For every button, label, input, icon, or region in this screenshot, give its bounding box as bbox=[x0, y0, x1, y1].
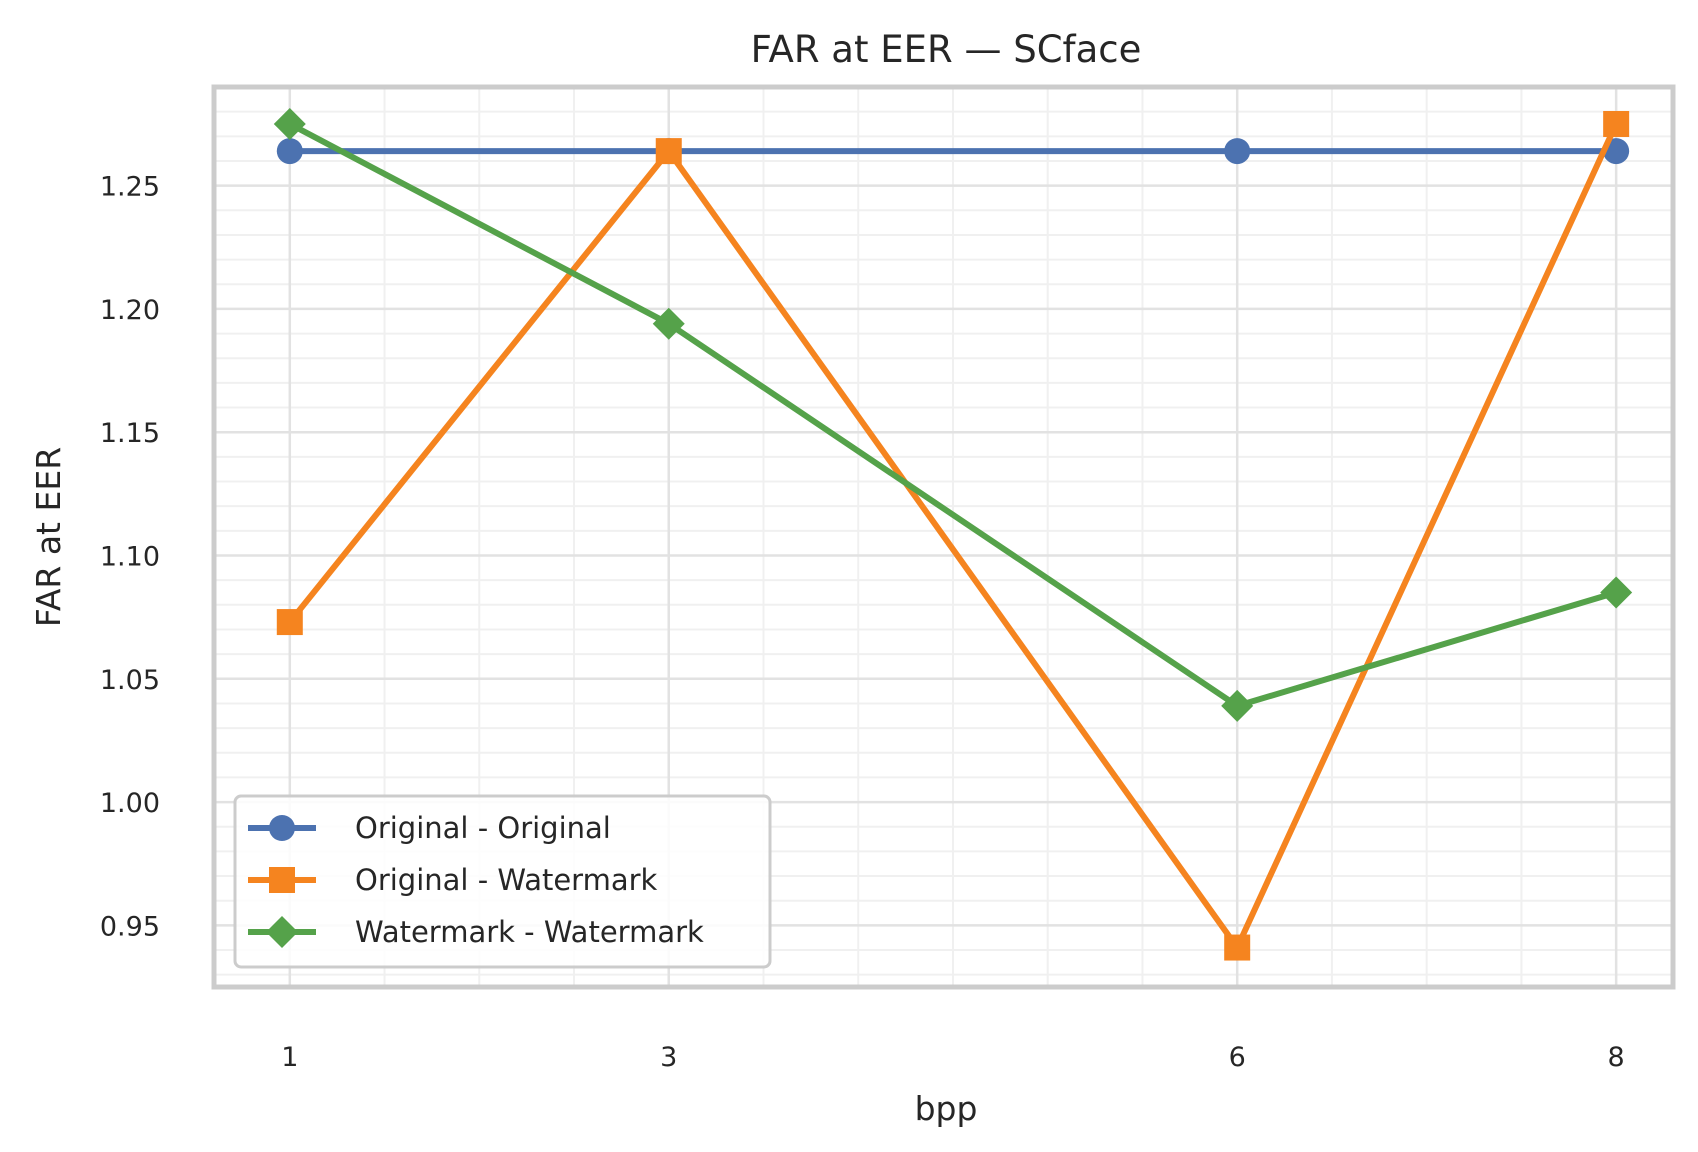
data-point bbox=[655, 138, 682, 165]
series-line bbox=[286, 120, 1620, 951]
x-tick-label: 3 bbox=[660, 1042, 677, 1073]
series-line bbox=[286, 120, 1620, 709]
plot-frame bbox=[211, 84, 1676, 990]
y-tick-label: 1.05 bbox=[100, 665, 160, 696]
series-layer bbox=[273, 107, 1633, 961]
x-tick-label: 8 bbox=[1608, 1042, 1625, 1073]
legend-marker bbox=[269, 867, 295, 893]
legend-entry: Original - Watermark bbox=[248, 863, 658, 897]
y-axis-label: FAR at EER bbox=[29, 447, 68, 627]
legend: Original - Original Original - Watermark W… bbox=[233, 794, 772, 969]
data-point bbox=[276, 609, 303, 636]
legend-label: Original - Watermark bbox=[355, 863, 658, 897]
y-tick-label: 1.25 bbox=[100, 172, 160, 203]
series-3 bbox=[273, 107, 1633, 722]
data-point bbox=[1221, 689, 1254, 722]
legend-box bbox=[233, 794, 772, 969]
x-axis-ticks: 1 3 6 8 bbox=[281, 1042, 1625, 1073]
x-tick-label: 1 bbox=[281, 1042, 298, 1073]
legend-label: Watermark - Watermark bbox=[355, 915, 704, 949]
data-point bbox=[1600, 576, 1633, 609]
chart-title: FAR at EER — SCface bbox=[751, 28, 1142, 71]
legend-marker bbox=[266, 916, 298, 948]
legend-marker bbox=[269, 815, 295, 841]
data-point bbox=[276, 138, 303, 165]
legend-entry: Watermark - Watermark bbox=[248, 915, 704, 949]
x-tick-label: 6 bbox=[1229, 1042, 1246, 1073]
x-axis-label: bpp bbox=[915, 1089, 978, 1128]
y-tick-label: 0.95 bbox=[100, 911, 160, 942]
data-point bbox=[1603, 110, 1630, 137]
y-tick-label: 1.10 bbox=[100, 541, 160, 572]
legend-label: Original - Original bbox=[355, 811, 611, 845]
y-axis-ticks: 0.95 1.00 1.05 1.10 1.15 1.20 1.25 bbox=[100, 172, 160, 943]
data-point bbox=[1224, 138, 1251, 165]
y-tick-label: 1.00 bbox=[100, 788, 160, 819]
legend-entry: Original - Original bbox=[248, 811, 611, 845]
data-point bbox=[1224, 934, 1251, 961]
y-tick-label: 1.15 bbox=[100, 418, 160, 449]
y-tick-label: 1.20 bbox=[100, 295, 160, 326]
data-point bbox=[273, 107, 306, 140]
data-point bbox=[652, 307, 685, 340]
series-2 bbox=[276, 110, 1630, 961]
